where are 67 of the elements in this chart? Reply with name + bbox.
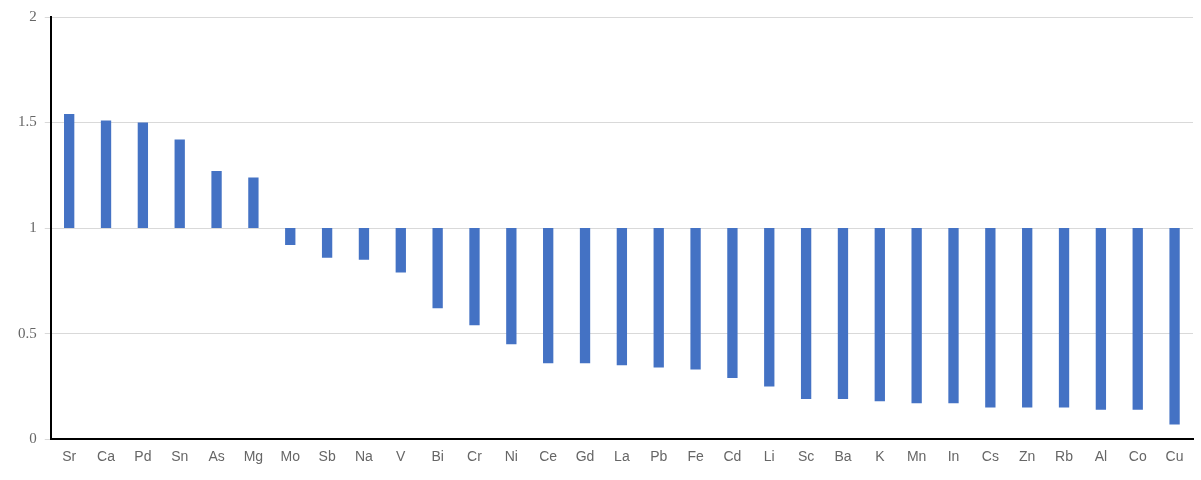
x-tick-label: Na xyxy=(354,448,374,465)
bar xyxy=(948,228,959,404)
bar xyxy=(800,228,812,400)
x-tick-label: Al xyxy=(1094,448,1108,465)
x-tick-label: Li xyxy=(763,448,775,465)
bar xyxy=(285,228,296,245)
bar xyxy=(1132,228,1143,410)
y-tick-label: 0 xyxy=(29,430,37,447)
y-tick-label: 1 xyxy=(29,219,37,236)
x-tick-label: Sb xyxy=(318,448,336,465)
bar xyxy=(1095,228,1107,410)
bar xyxy=(1169,228,1180,425)
x-tick-label: Ca xyxy=(97,448,116,465)
x-tick-label: Zn xyxy=(1019,448,1036,465)
x-tick-label: In xyxy=(947,448,960,465)
x-tick-label: Bi xyxy=(431,448,444,465)
x-tick-label: Cs xyxy=(981,448,999,465)
bar xyxy=(395,228,406,273)
y-tick-label: 2 xyxy=(29,7,37,24)
bar xyxy=(64,114,75,229)
bar xyxy=(432,228,443,309)
bar xyxy=(911,228,922,404)
bar xyxy=(137,122,149,229)
bar xyxy=(764,228,775,387)
y-tick-label: 1.5 xyxy=(18,113,37,130)
bar xyxy=(727,228,738,378)
x-tick-label: Mn xyxy=(906,448,927,465)
y-tick-label: 0.5 xyxy=(18,324,37,341)
bar xyxy=(174,139,185,229)
x-tick-label: Cd xyxy=(723,448,742,465)
bar xyxy=(1058,228,1070,408)
bar xyxy=(506,228,517,345)
bar xyxy=(985,228,996,408)
bar xyxy=(653,228,664,368)
bar xyxy=(837,228,849,400)
x-tick-label: Sr xyxy=(62,448,77,465)
x-tick-label: La xyxy=(614,448,630,465)
x-tick-label: Pb xyxy=(650,448,668,465)
bar xyxy=(358,228,370,260)
bar xyxy=(248,177,259,229)
x-tick-label: Co xyxy=(1128,448,1147,465)
x-tick-label: As xyxy=(208,448,225,465)
x-tick-label: Sc xyxy=(797,448,815,465)
x-tick-label: Mg xyxy=(243,448,264,465)
bar xyxy=(469,228,480,326)
x-tick-label: V xyxy=(396,448,407,465)
bar xyxy=(100,120,112,229)
bar xyxy=(211,171,222,229)
bar xyxy=(874,228,885,402)
bar xyxy=(321,228,333,258)
x-tick-label: Pd xyxy=(134,448,152,465)
x-tick-label: Ba xyxy=(834,448,852,465)
x-tick-label: Rb xyxy=(1055,448,1074,465)
x-tick-label: Ni xyxy=(504,448,518,465)
x-tick-label: Cr xyxy=(467,448,483,465)
x-tick-label: Sn xyxy=(171,448,189,465)
x-tick-label: K xyxy=(875,448,886,465)
bar xyxy=(616,228,628,366)
bar xyxy=(690,228,701,370)
bar xyxy=(1022,228,1033,408)
bar xyxy=(543,228,554,364)
x-tick-label: Mo xyxy=(280,448,301,465)
x-tick-label: Cu xyxy=(1165,448,1184,465)
x-tick-label: Gd xyxy=(575,448,595,465)
x-tick-label: Ce xyxy=(539,448,558,465)
bar xyxy=(579,228,591,364)
x-tick-label: Fe xyxy=(687,448,704,465)
